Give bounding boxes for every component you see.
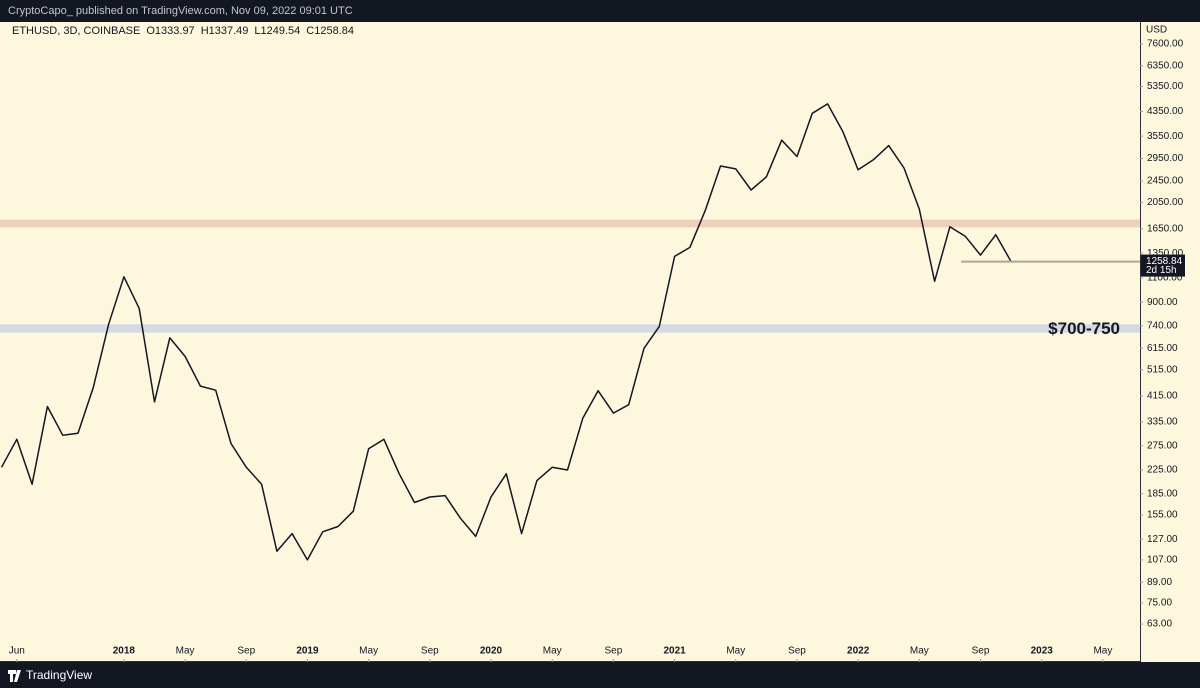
- y-tick-label: 615.00: [1147, 343, 1178, 354]
- banner-text: CryptoCapo_ published on TradingView.com…: [8, 5, 353, 17]
- x-tick-label: Sep: [788, 646, 806, 657]
- x-tick-label: 2023: [1031, 646, 1054, 657]
- y-tick-label: 6350.00: [1147, 60, 1184, 71]
- x-tick-label: 2022: [847, 646, 870, 657]
- x-tick-label: Sep: [972, 646, 990, 657]
- y-tick-label: 89.00: [1147, 577, 1172, 588]
- y-tick-label: 900.00: [1147, 297, 1178, 308]
- x-tick-label: May: [1093, 646, 1112, 657]
- y-tick-label: 7600.00: [1147, 39, 1184, 50]
- close: C1258.84: [306, 25, 354, 37]
- y-tick-label: 2050.00: [1147, 197, 1184, 208]
- y-axis-label: USD: [1146, 25, 1167, 36]
- x-tick-label: 2021: [663, 646, 686, 657]
- y-tick-label: 107.00: [1147, 555, 1178, 566]
- y-tick-label: 2950.00: [1147, 153, 1184, 164]
- y-tick-label: 1350.00: [1147, 248, 1184, 259]
- y-tick-label: 1100.00: [1147, 273, 1183, 284]
- y-tick-label: 2450.00: [1147, 176, 1184, 187]
- top-banner: [0, 0, 1200, 22]
- y-tick-label: 155.00: [1147, 510, 1178, 521]
- y-tick-label: 127.00: [1147, 534, 1178, 545]
- symbol-header: ETHUSD, 3D, COINBASE O1333.97 H1337.49 L124…: [12, 25, 354, 37]
- x-tick-label: Jun: [9, 646, 25, 657]
- x-tick-label: May: [359, 646, 378, 657]
- y-tick-label: 63.00: [1147, 619, 1172, 630]
- y-tick-label: 3550.00: [1147, 131, 1184, 142]
- low: L1249.54: [254, 25, 300, 37]
- y-tick-label: 185.00: [1147, 488, 1178, 499]
- y-tick-label: 4350.00: [1147, 106, 1184, 117]
- tradingview-logo: [8, 670, 21, 682]
- symbol: ETHUSD, 3D, COINBASE: [12, 25, 140, 37]
- x-tick-label: Sep: [604, 646, 622, 657]
- x-tick-label: 2018: [113, 646, 136, 657]
- countdown-label: 2d 15h: [1146, 265, 1177, 276]
- y-tick-label: 275.00: [1147, 440, 1178, 451]
- y-tick-label: 75.00: [1147, 598, 1172, 609]
- x-tick-label: 2020: [480, 646, 503, 657]
- high: H1337.49: [201, 25, 249, 37]
- y-tick-label: 415.00: [1147, 391, 1178, 402]
- x-tick-label: Sep: [421, 646, 439, 657]
- y-tick-label: 1650.00: [1147, 223, 1184, 234]
- footer-bar: [0, 662, 1200, 688]
- footer-text: TradingView: [26, 668, 92, 682]
- x-tick-label: May: [543, 646, 562, 657]
- y-tick-label: 5350.00: [1147, 81, 1184, 92]
- y-tick-label: 515.00: [1147, 364, 1178, 375]
- last-price-label: 1258.84: [1146, 256, 1183, 267]
- price-line: [0, 103, 1012, 561]
- x-tick-label: May: [910, 646, 929, 657]
- x-tick-label: Sep: [237, 646, 255, 657]
- x-tick-label: May: [726, 646, 745, 657]
- zone-band: [0, 324, 1140, 333]
- y-tick-label: 740.00: [1147, 321, 1178, 332]
- chart-background: [0, 22, 1200, 662]
- zone-label: $700-750: [1048, 319, 1120, 338]
- last-price-box: [1141, 254, 1185, 277]
- open: O1333.97: [146, 25, 194, 37]
- zone-band: [0, 219, 1140, 228]
- y-tick-label: 335.00: [1147, 416, 1178, 427]
- y-tick-label: 225.00: [1147, 465, 1178, 476]
- x-tick-label: 2019: [296, 646, 319, 657]
- x-tick-label: May: [176, 646, 195, 657]
